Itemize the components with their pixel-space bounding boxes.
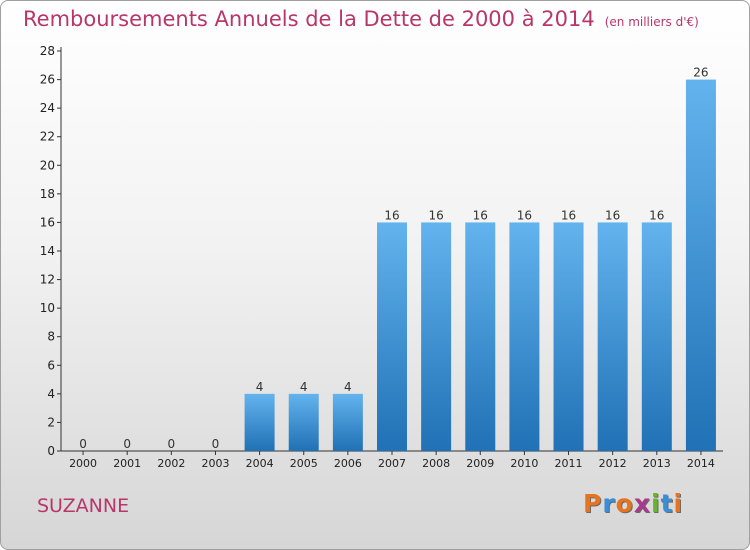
bar	[553, 222, 584, 451]
logo-letter: r	[602, 489, 616, 518]
logo-letter: o	[615, 489, 634, 518]
logo-letter: P	[583, 489, 603, 518]
y-tick-label: 4	[47, 387, 55, 401]
proxiti-logo: Proxiti	[583, 489, 683, 518]
data-label: 16	[605, 208, 620, 222]
y-tick-label: 14	[40, 244, 55, 258]
x-tick-label: 2013	[643, 457, 671, 470]
data-label: 16	[517, 208, 532, 222]
chart-title-text: Remboursements Annuels de la Dette de 20…	[23, 7, 595, 31]
logo-letter: t	[660, 489, 674, 518]
bar	[465, 222, 496, 451]
data-label: 16	[473, 208, 488, 222]
x-tick-label: 2006	[334, 457, 362, 470]
x-tick-label: 2012	[599, 457, 627, 470]
y-tick-label: 24	[40, 101, 55, 115]
x-tick-label: 2010	[510, 457, 538, 470]
bar	[641, 222, 672, 451]
x-tick-label: 2000	[69, 457, 97, 470]
bar	[421, 222, 452, 451]
bar	[597, 222, 628, 451]
logo-letter: i	[673, 489, 684, 518]
x-tick-label: 2008	[422, 457, 450, 470]
y-tick-label: 20	[40, 158, 55, 172]
data-label: 16	[649, 208, 664, 222]
bar	[332, 393, 363, 451]
y-tick-label: 8	[47, 330, 55, 344]
x-tick-label: 2007	[378, 457, 406, 470]
x-tick-label: 2002	[157, 457, 185, 470]
y-tick-label: 12	[40, 273, 55, 287]
logo-letter: x	[633, 489, 651, 518]
x-tick-label: 2009	[466, 457, 494, 470]
y-tick-label: 28	[40, 44, 55, 58]
bar	[377, 222, 407, 451]
data-label: 4	[256, 380, 264, 394]
x-tick-label: 2014	[687, 457, 715, 470]
bar	[244, 393, 275, 451]
y-tick-label: 0	[47, 444, 55, 458]
y-tick-label: 10	[40, 301, 55, 315]
x-tick-label: 2001	[113, 457, 141, 470]
data-label: 26	[693, 66, 708, 80]
data-label: 0	[123, 437, 131, 451]
chart-unit: (en milliers d'€)	[604, 15, 699, 29]
y-tick-label: 18	[40, 187, 55, 201]
data-label: 16	[384, 208, 399, 222]
y-tick-label: 26	[40, 73, 55, 87]
y-tick-label: 16	[40, 215, 55, 229]
data-label: 16	[561, 208, 576, 222]
bar	[685, 79, 716, 452]
data-label: 16	[428, 208, 443, 222]
data-label: 4	[300, 380, 308, 394]
y-tick-label: 2	[47, 415, 55, 429]
x-tick-label: 2004	[246, 457, 274, 470]
bar	[509, 222, 540, 451]
chart-title: Remboursements Annuels de la Dette de 20…	[23, 7, 699, 31]
data-label: 0	[212, 437, 220, 451]
x-tick-label: 2003	[201, 457, 229, 470]
commune-name: SUZANNE	[37, 495, 130, 517]
data-label: 4	[344, 380, 352, 394]
logo-letter: i	[651, 489, 661, 518]
bar	[288, 393, 319, 451]
y-tick-label: 6	[47, 358, 55, 372]
data-label: 0	[79, 437, 87, 451]
x-tick-label: 2005	[290, 457, 318, 470]
y-tick-label: 22	[40, 130, 55, 144]
x-tick-label: 2011	[555, 457, 583, 470]
data-label: 0	[168, 437, 176, 451]
